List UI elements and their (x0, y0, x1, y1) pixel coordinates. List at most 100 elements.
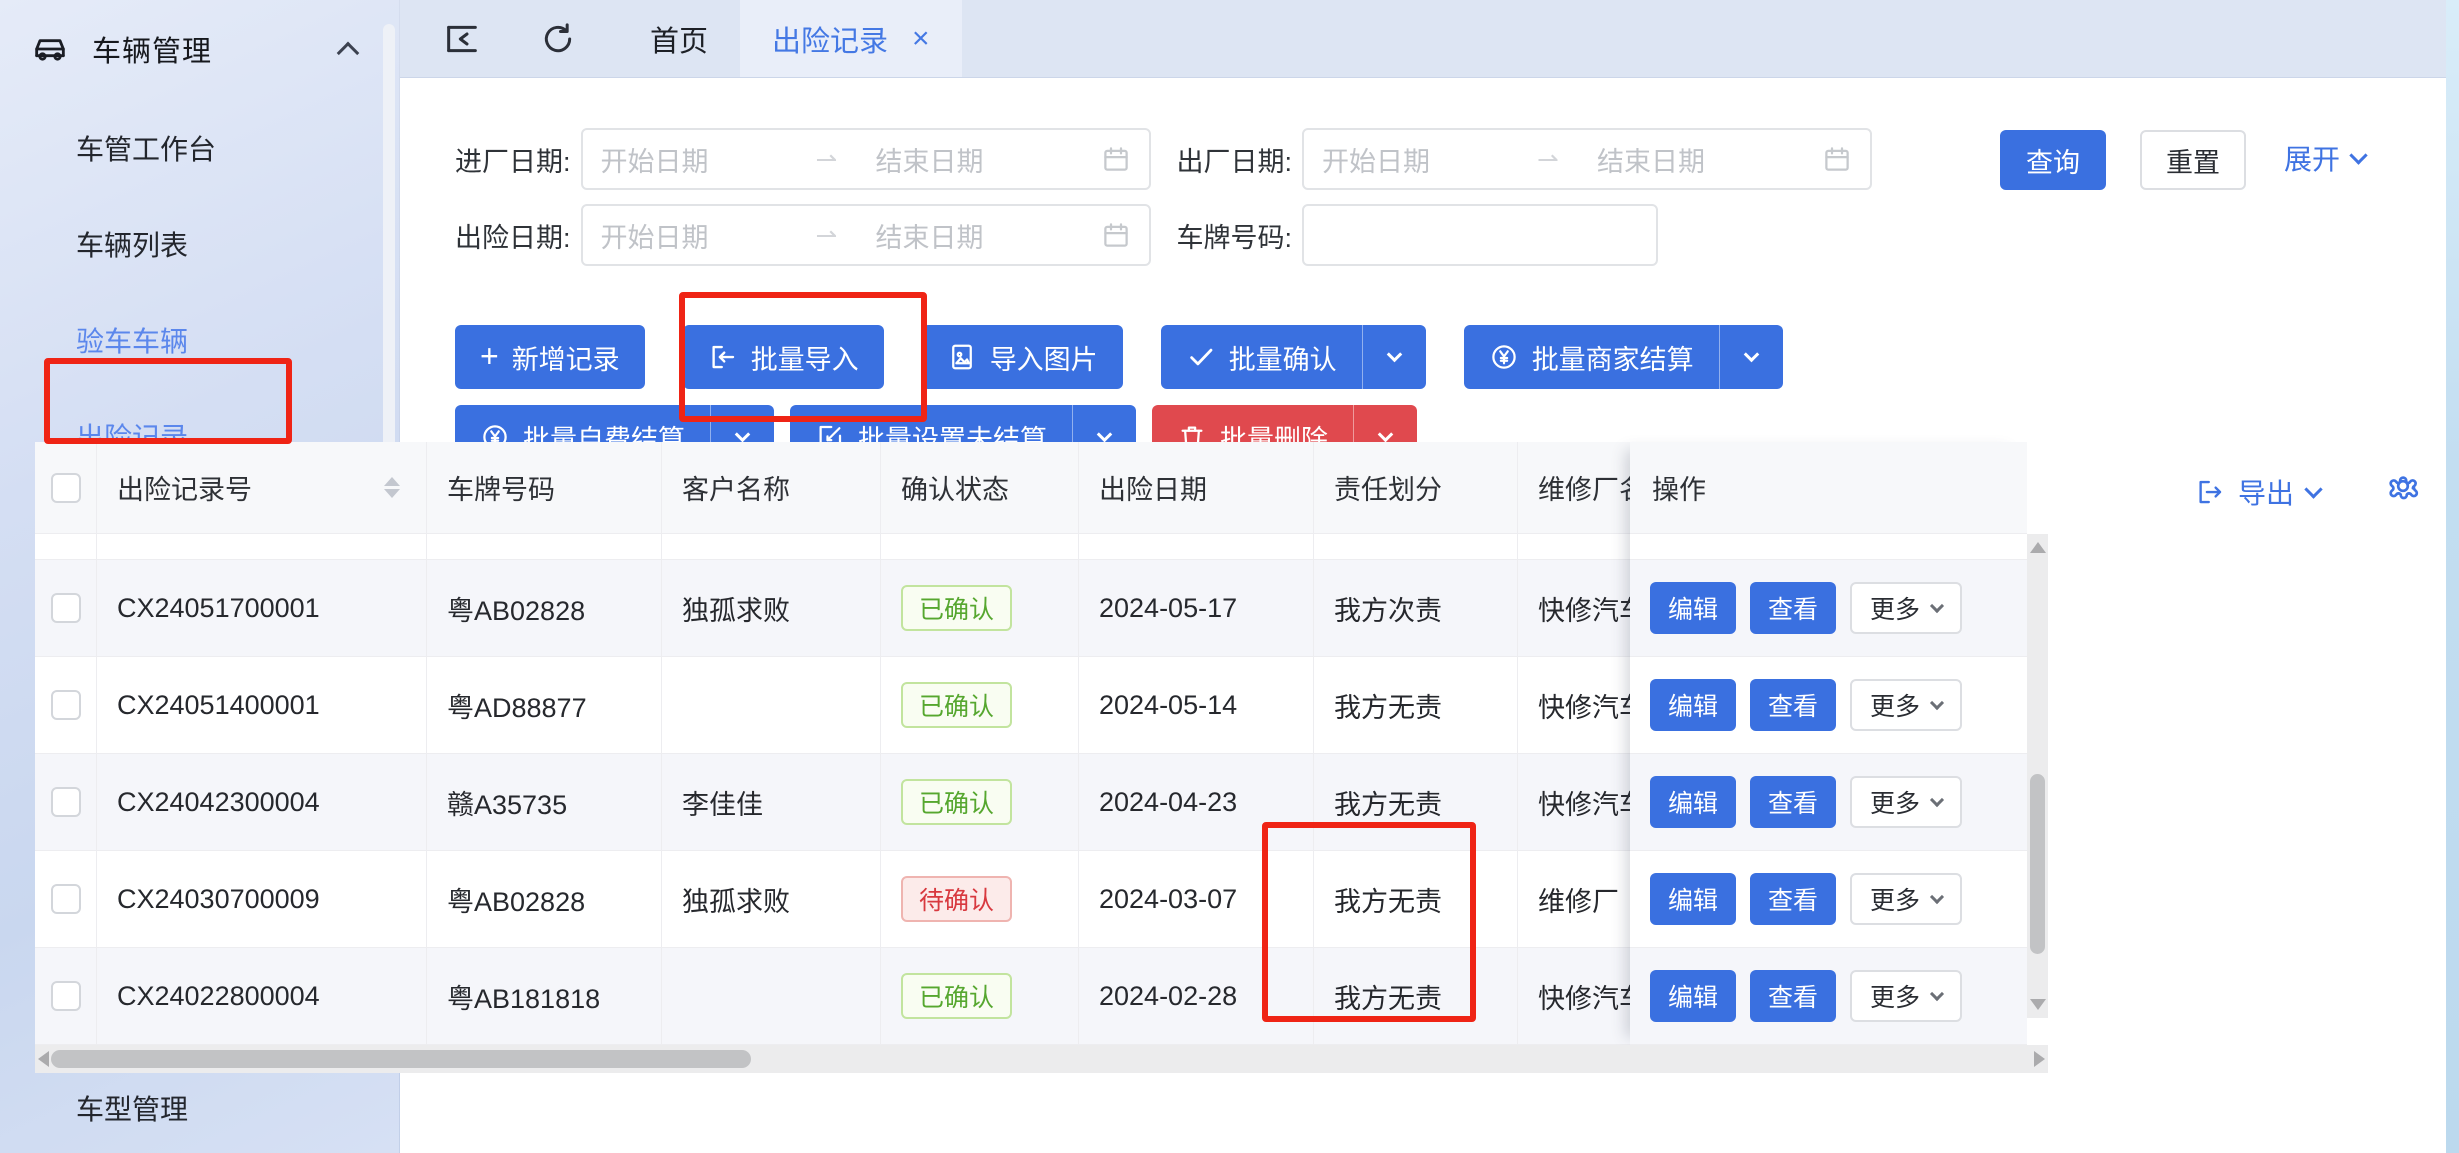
horizontal-scrollbar-thumb[interactable] (51, 1050, 751, 1068)
batch-merchant-settle-button[interactable]: 批量商家结算 (1463, 325, 1783, 389)
page-scrollbar[interactable] (2446, 0, 2459, 1153)
expand-link[interactable]: 展开 (2284, 138, 2368, 178)
row-actions: 编辑 查看 更多 (1630, 657, 2027, 754)
status-badge: 已确认 (901, 973, 1013, 1019)
cell-record-no: CX24030700009 (97, 851, 427, 948)
cell-date: 2024-02-28 (1079, 948, 1314, 1045)
sidebar-item-vehicle-list[interactable]: 车辆列表 (76, 230, 189, 261)
scroll-left-arrow[interactable] (38, 1051, 49, 1067)
tab-accident-records-label: 出险记录 (772, 25, 889, 58)
calendar-icon (1103, 147, 1128, 171)
view-button[interactable]: 查看 (1750, 873, 1837, 925)
cell-plate: 赣A35735 (427, 754, 662, 851)
export-link[interactable]: 导出 (2195, 472, 2323, 512)
row-checkbox[interactable] (50, 593, 81, 623)
import-image-button[interactable]: 导入图片 (921, 325, 1123, 389)
scroll-up-arrow[interactable] (2030, 542, 2046, 553)
cell-customer (662, 948, 881, 1045)
cell-date: 2024-05-14 (1079, 657, 1314, 754)
table-horizontal-scrollbar[interactable] (35, 1045, 2048, 1073)
sidebar-item-inspection-vehicles[interactable]: 验车车辆 (76, 326, 189, 357)
start-date-placeholder: 开始日期 (600, 222, 709, 253)
tab-accident-records[interactable]: 出险记录 × (740, 0, 962, 77)
more-button[interactable]: 更多 (1850, 679, 1963, 731)
sidebar-item-model-management[interactable]: 车型管理 (76, 1094, 189, 1125)
cell-liability: 我方次责 (1314, 560, 1518, 657)
end-date-placeholder: 结束日期 (875, 146, 984, 177)
row-checkbox[interactable] (50, 690, 81, 720)
more-button[interactable]: 更多 (1850, 776, 1963, 828)
add-record-button[interactable]: + 新增记录 (455, 325, 645, 389)
row-checkbox[interactable] (50, 884, 81, 914)
view-button[interactable]: 查看 (1750, 970, 1837, 1022)
col-record-no-label: 出险记录号 (117, 475, 252, 505)
edit-button[interactable]: 编辑 (1650, 970, 1737, 1022)
view-button[interactable]: 查看 (1750, 776, 1837, 828)
row-actions: 编辑 查看 更多 (1630, 851, 2027, 948)
vertical-scrollbar-thumb[interactable] (2030, 774, 2045, 954)
reset-button[interactable]: 重置 (2140, 130, 2246, 190)
batch-delete-dropdown[interactable] (1353, 405, 1417, 469)
cell-liability: 我方无责 (1314, 657, 1518, 754)
col-date: 出险日期 (1079, 442, 1314, 534)
export-icon (2199, 480, 2222, 504)
out-factory-date-range-picker[interactable]: 开始日期 ⇀ 结束日期 (1302, 128, 1873, 190)
batch-merchant-settle-dropdown[interactable] (1718, 325, 1783, 389)
more-button[interactable]: 更多 (1850, 970, 1963, 1022)
out-factory-date-label: 出厂日期: (1176, 146, 1293, 177)
search-button[interactable]: 查询 (2000, 130, 2106, 190)
sidebar-group-vehicle-management[interactable]: 车辆管理 (30, 28, 370, 70)
edit-button[interactable]: 编辑 (1650, 582, 1737, 634)
refresh-icon[interactable] (538, 19, 578, 59)
row-checkbox[interactable] (50, 787, 81, 817)
batch-confirm-dropdown[interactable] (1361, 325, 1426, 389)
accident-date-range-picker[interactable]: 开始日期 ⇀ 结束日期 (580, 204, 1151, 266)
edit-button[interactable]: 编辑 (1650, 873, 1737, 925)
close-icon[interactable]: × (912, 21, 930, 55)
batch-confirm-button[interactable]: 批量确认 (1160, 325, 1426, 389)
batch-import-button[interactable]: 批量导入 (682, 325, 884, 389)
sidebar-group-label: 车辆管理 (92, 36, 213, 68)
menu-fold-icon[interactable] (442, 19, 482, 59)
import-icon (712, 345, 734, 369)
more-label: 更多 (1870, 887, 1921, 915)
range-arrow-icon: ⇀ (815, 219, 838, 250)
plus-icon: + (480, 337, 499, 374)
sidebar-item-workbench[interactable]: 车管工作台 (76, 134, 217, 165)
yen-circle-icon (1491, 345, 1516, 369)
batch-merchant-settle-label: 批量商家结算 (1531, 344, 1694, 375)
batch-set-unsettled-dropdown[interactable] (1072, 405, 1136, 469)
edit-button[interactable]: 编辑 (1650, 776, 1737, 828)
col-record-no: 出险记录号 (97, 442, 427, 534)
tab-home[interactable]: 首页 (650, 25, 709, 58)
batch-self-settle-dropdown[interactable] (710, 405, 774, 469)
view-button[interactable]: 查看 (1750, 679, 1837, 731)
start-date-placeholder: 开始日期 (1322, 146, 1431, 177)
gear-icon[interactable] (2385, 468, 2421, 504)
table-vertical-scrollbar[interactable] (2027, 534, 2048, 1018)
status-badge: 已确认 (901, 779, 1013, 825)
in-factory-date-label: 进厂日期: (455, 146, 571, 177)
more-button[interactable]: 更多 (1850, 873, 1963, 925)
sort-icon[interactable] (384, 477, 400, 498)
view-button[interactable]: 查看 (1750, 582, 1837, 634)
check-icon (1189, 348, 1213, 366)
import-image-label: 导入图片 (989, 344, 1098, 375)
select-all-checkbox[interactable] (50, 472, 81, 503)
more-button[interactable]: 更多 (1850, 582, 1963, 634)
row-checkbox[interactable] (50, 981, 81, 1011)
more-label: 更多 (1870, 984, 1921, 1012)
chevron-down-icon (1377, 426, 1394, 443)
in-factory-date-range-picker[interactable]: 开始日期 ⇀ 结束日期 (580, 128, 1151, 190)
scroll-right-arrow[interactable] (2034, 1051, 2045, 1067)
cell-plate: 粤AD88877 (427, 657, 662, 754)
range-arrow-icon: ⇀ (815, 143, 838, 174)
batch-import-label: 批量导入 (750, 344, 859, 375)
chevron-up-icon[interactable] (336, 41, 360, 65)
edit-button[interactable]: 编辑 (1650, 679, 1737, 731)
more-label: 更多 (1870, 790, 1921, 818)
plate-number-input[interactable] (1302, 204, 1659, 266)
scroll-down-arrow[interactable] (2030, 999, 2046, 1010)
calendar-icon (1825, 147, 1849, 171)
chevron-down-icon (2304, 479, 2323, 499)
